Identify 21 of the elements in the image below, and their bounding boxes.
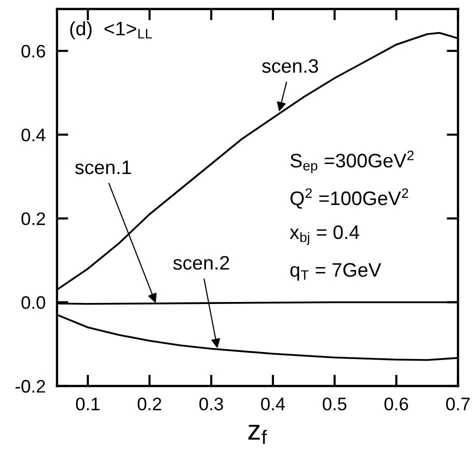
annotation: q$_{T}$ = 7GeV xyxy=(290,263,382,281)
annotation: x$_{bj}$ = 0.4 xyxy=(290,225,360,245)
annotation: (d) <1>$_{LL}$ xyxy=(70,21,152,40)
annotation: Q$^{2}$ =100GeV$^{2}$ xyxy=(290,188,408,209)
x-tick-label: 0.4 xyxy=(261,398,285,410)
annotation: scen.1 xyxy=(75,160,131,174)
x-tick-label: 0.2 xyxy=(138,398,162,410)
y-tick-label: 0.4 xyxy=(21,128,46,142)
y-tick-label: 0.0 xyxy=(21,296,46,309)
y-tick-label: -0.2 xyxy=(16,380,45,393)
x-tick-label: 0.6 xyxy=(384,398,408,410)
x-tick-label: 0.3 xyxy=(199,398,223,410)
annotation: S$_{ep}$ =300GeV$^{2}$ xyxy=(290,150,414,174)
annotation: scen.3 xyxy=(262,59,318,73)
y-tick-label: 0.6 xyxy=(21,44,46,58)
y-tick-label: 0.2 xyxy=(21,212,45,226)
x-axis-title: z$_{f}$ xyxy=(248,424,267,444)
x-tick-label: 0.1 xyxy=(76,398,100,410)
annotation: scen.2 xyxy=(173,256,230,270)
x-tick-label: 0.5 xyxy=(322,398,346,410)
x-tick-label: 0.7 xyxy=(446,398,470,410)
